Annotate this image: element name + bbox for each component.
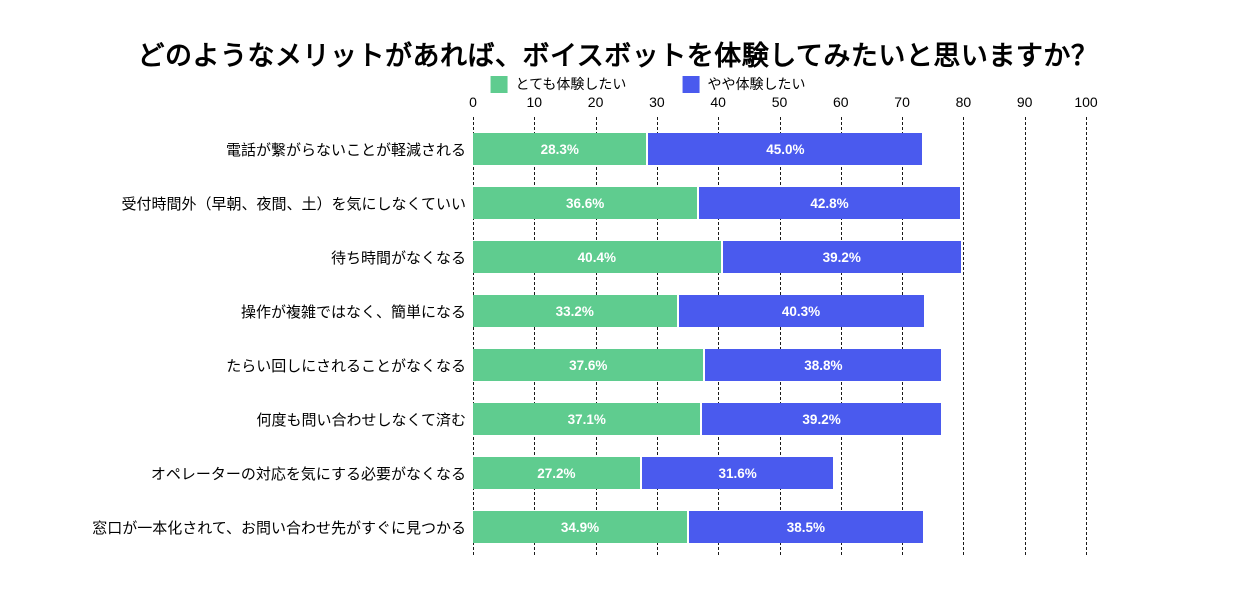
bar-segment-somewhat-interested: 42.8% [697, 187, 960, 219]
x-tick-label: 60 [833, 94, 849, 110]
bar-value-label: 39.2% [802, 411, 841, 427]
x-tick-label: 10 [526, 94, 543, 110]
gridline [473, 117, 474, 555]
bar-segment-very-interested: 34.9% [473, 511, 687, 543]
bar-segment-somewhat-interested: 40.3% [676, 295, 924, 327]
bar-segment-very-interested: 37.6% [473, 349, 704, 381]
x-tick-label: 50 [771, 94, 788, 110]
bar-value-label: 27.2% [537, 465, 576, 481]
bar-segment-very-interested: 33.2% [473, 295, 677, 327]
gridline [779, 117, 781, 555]
bar-segment-somewhat-interested: 39.2% [720, 241, 961, 273]
bar-value-label: 37.6% [569, 357, 608, 373]
gridline [840, 117, 842, 555]
gridline [902, 117, 904, 555]
bar-value-label: 40.4% [577, 249, 616, 265]
bar-value-label: 37.1% [567, 411, 606, 427]
bar-segment-somewhat-interested: 45.0% [646, 133, 923, 165]
gridline [534, 117, 536, 555]
category-label: 窓口が一本化されて、お問い合わせ先がすぐに見つかる [92, 519, 466, 537]
gridline [718, 117, 720, 555]
x-tick-label: 0 [469, 94, 477, 110]
chart-legend: とても体験したい やや体験したい [490, 74, 805, 94]
bar-value-label: 36.6% [566, 195, 605, 211]
category-label: 電話が繋がらないことが軽減される [225, 141, 466, 159]
bar-value-label: 31.6% [718, 465, 757, 481]
category-label: 何度も問い合わせしなくて済む [256, 411, 466, 429]
x-tick-label: 90 [1016, 94, 1033, 110]
bar-value-label: 28.3% [540, 141, 579, 157]
bar-value-label: 38.8% [804, 357, 843, 373]
chart-title: どのようなメリットがあれば、ボイスボットを体験してみたいと思いますか？ [137, 41, 1099, 71]
gridline [595, 117, 597, 555]
bar-value-label: 34.9% [560, 519, 600, 535]
legend-swatch-icon [490, 75, 508, 93]
x-tick-label: 30 [649, 94, 665, 110]
bar-segment-somewhat-interested: 39.2% [700, 403, 941, 435]
bar-segment-very-interested: 28.3% [473, 133, 647, 165]
legend-label: とても体験したい [515, 76, 627, 92]
category-label: オペレーターの対応を気にする必要がなくなる [150, 465, 466, 483]
legend-swatch-icon [682, 75, 700, 93]
bar-value-label: 40.3% [781, 303, 821, 319]
gridline [1086, 117, 1087, 555]
gridline [656, 117, 658, 555]
bar-value-label: 39.2% [822, 249, 861, 265]
category-label: 待ち時間がなくなる [330, 249, 466, 267]
gridline [963, 117, 965, 555]
category-label: 受付時間外（早朝、夜間、土）を気にしなくていい [121, 195, 466, 213]
gridline [1024, 117, 1026, 555]
x-tick-label: 70 [894, 94, 910, 110]
bar-segment-very-interested: 27.2% [473, 457, 640, 489]
bar-value-label: 38.5% [786, 519, 826, 535]
x-tick-label: 80 [955, 94, 972, 110]
category-label: たらい回しにされることがなくなる [226, 357, 466, 375]
bar-value-label: 45.0% [766, 141, 805, 157]
bar-segment-very-interested: 37.1% [473, 403, 701, 435]
bar-segment-somewhat-interested: 38.8% [703, 349, 942, 381]
x-tick-label: 100 [1074, 94, 1098, 110]
category-label: 操作が複雑ではなく、簡単になる [240, 303, 466, 321]
x-tick-label: 20 [587, 94, 604, 110]
bar-value-label: 42.8% [810, 195, 849, 211]
bar-segment-somewhat-interested: 31.6% [639, 457, 834, 489]
legend-item: とても体験したい [490, 74, 627, 94]
bar-value-label: 33.2% [555, 303, 594, 319]
legend-label: やや体験したい [707, 76, 806, 92]
bar-segment-very-interested: 36.6% [473, 187, 698, 219]
bar-segment-very-interested: 40.4% [473, 241, 721, 273]
x-tick-label: 40 [710, 94, 726, 110]
bar-segment-somewhat-interested: 38.5% [686, 511, 923, 543]
legend-item: やや体験したい [682, 74, 805, 94]
